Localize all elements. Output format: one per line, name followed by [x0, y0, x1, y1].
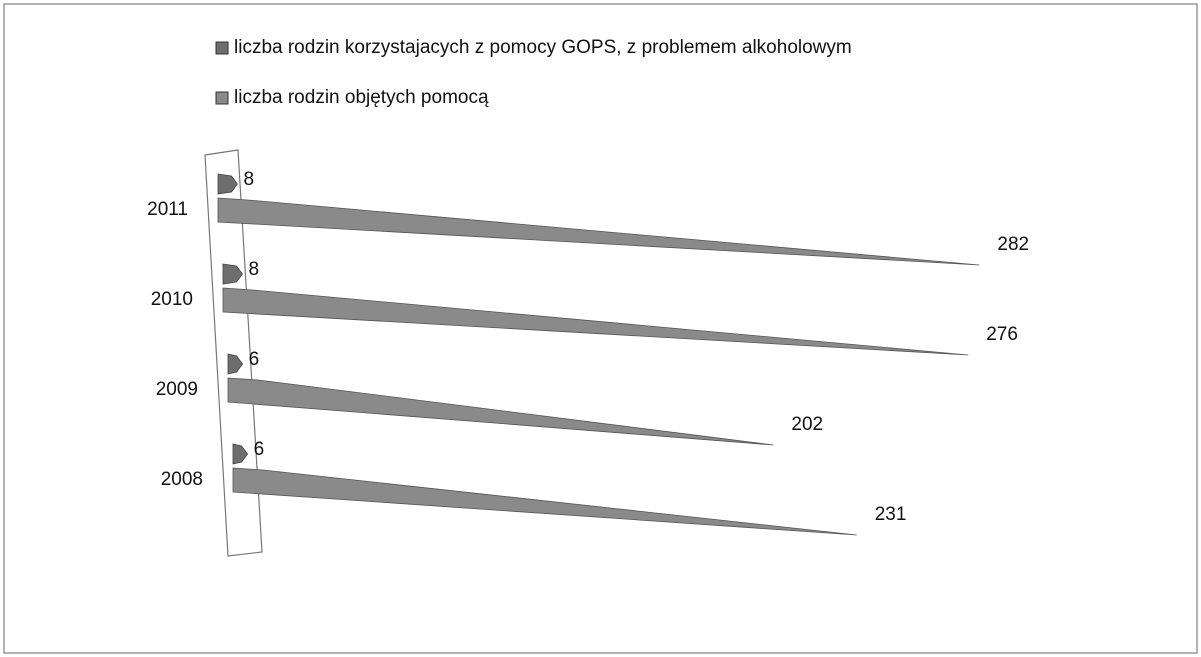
- legend-swatch: [215, 41, 229, 55]
- bar: [217, 173, 238, 195]
- data-label: 231: [875, 504, 907, 525]
- bar: [232, 467, 857, 536]
- bar: [232, 443, 249, 465]
- legend-swatch: [215, 91, 229, 105]
- bar: [227, 377, 774, 446]
- wall: [204, 149, 263, 557]
- category-label: 2010: [151, 289, 193, 310]
- data-label: 282: [997, 234, 1029, 255]
- data-label: 202: [791, 414, 823, 435]
- bar: [222, 263, 243, 285]
- data-label: 8: [248, 259, 259, 280]
- legend-label: liczba rodzin objętych pomocą: [234, 87, 489, 108]
- data-label: 6: [249, 349, 260, 370]
- category-label: 2009: [156, 379, 198, 400]
- category-label: 2008: [161, 469, 203, 490]
- bar: [227, 353, 244, 375]
- bar: [222, 287, 969, 356]
- data-label: 6: [254, 439, 265, 460]
- data-label: 8: [243, 169, 254, 190]
- bar: [217, 197, 980, 266]
- data-label: 276: [986, 324, 1018, 345]
- category-label: 2011: [147, 199, 188, 220]
- legend-label: liczba rodzin korzystajacych z pomocy GO…: [234, 37, 852, 58]
